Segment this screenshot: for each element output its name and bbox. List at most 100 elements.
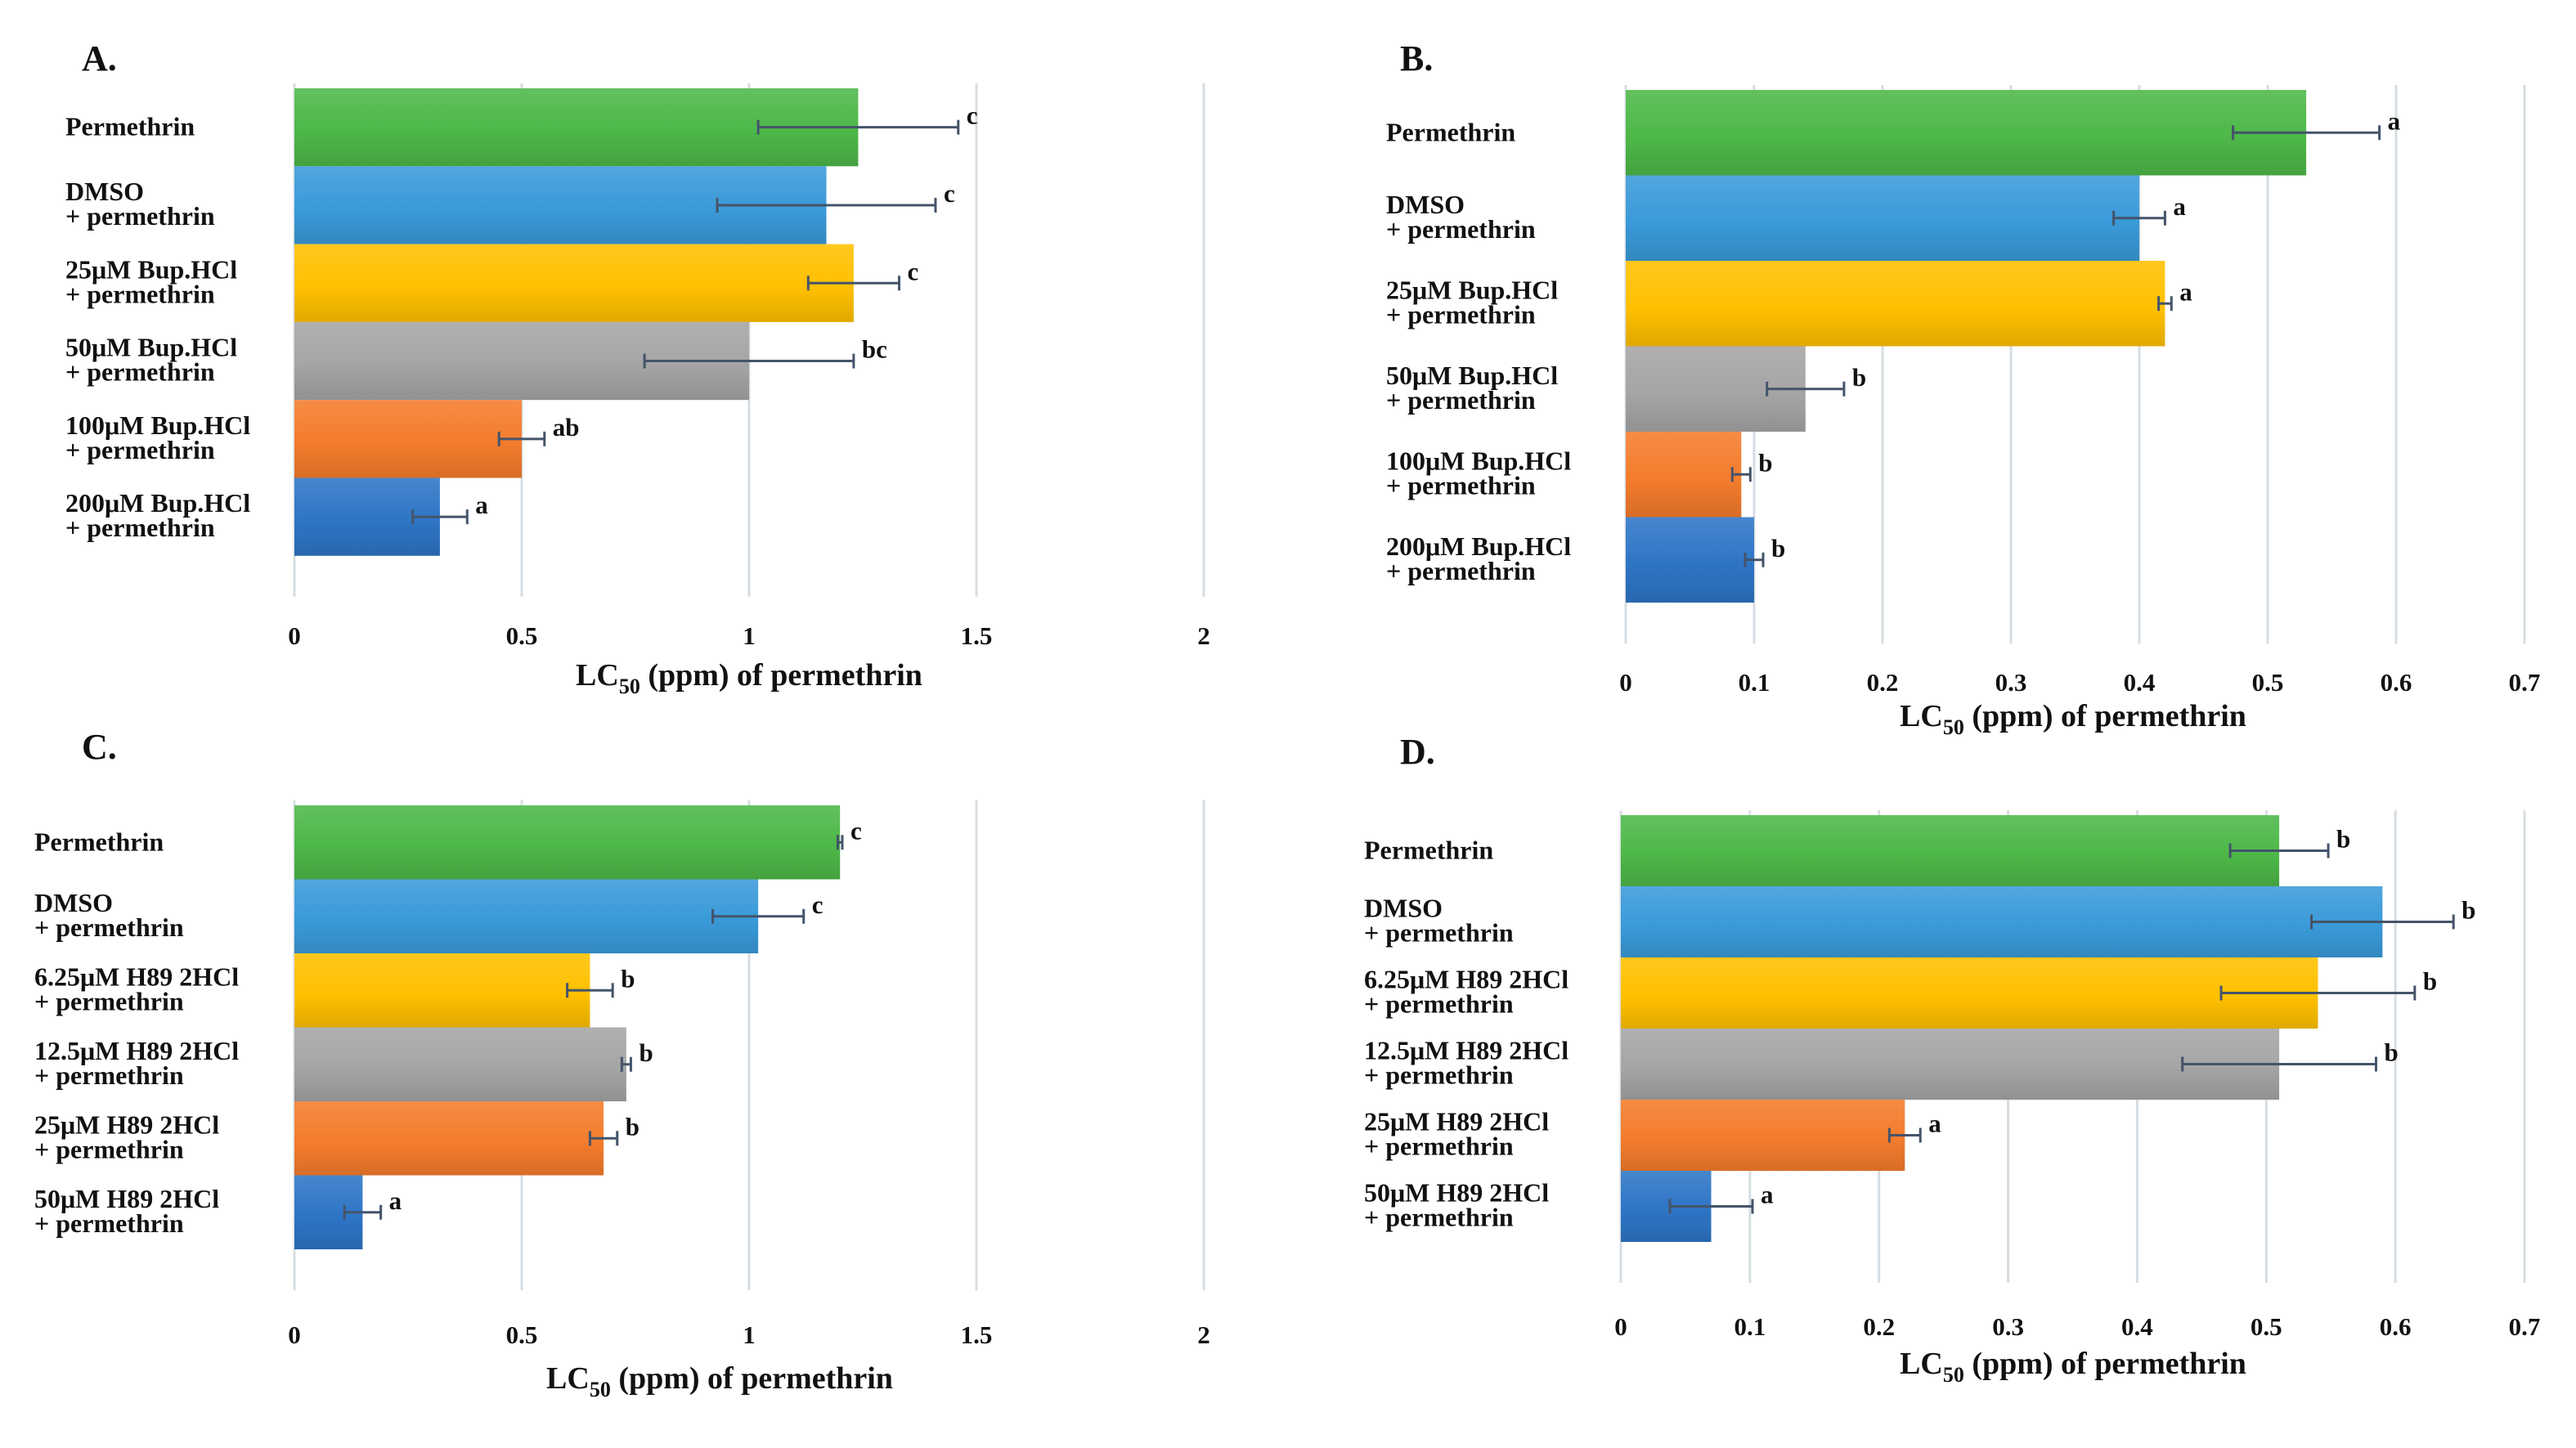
category-label: 25μM H89 2HCl + permethrin (1364, 1107, 1549, 1161)
significance-label: a (2388, 106, 2401, 135)
x-tick-label: 0.3 (1992, 1312, 2024, 1341)
x-tick-label: 0.2 (1863, 1312, 1895, 1341)
x-tick-label: 0.1 (1734, 1312, 1766, 1341)
significance-label: b (639, 1038, 653, 1067)
category-label: 12.5μM H89 2HCl + permethrin (1364, 1036, 1568, 1090)
category-label: 25μM H89 2HCl + permethrin (34, 1110, 219, 1163)
category-label: DMSO + permethrin (1386, 190, 1536, 244)
x-axis-label: LC50 (ppm) of permethrin (1900, 699, 2246, 739)
x-tick-label: 0.4 (2124, 668, 2156, 697)
panel-b: B. a Permethrin a DMSO + permethrin a 25μM Bup.… (1386, 38, 2540, 739)
significance-label: b (2423, 967, 2437, 996)
bar (1626, 261, 2165, 347)
panel-c: C. c Permethrin c DMSO + permethrin b 6.25μM H8… (34, 727, 1210, 1401)
x-tick-label: 1.5 (961, 621, 993, 650)
category-label: 50μM H89 2HCl + permethrin (34, 1184, 219, 1238)
x-tick-label: 1 (743, 621, 756, 650)
bar (1626, 90, 2307, 176)
panel-label: C. (82, 727, 117, 767)
x-tick-label: 0.5 (506, 621, 538, 650)
category-label: 25μM Bup.HCl + permethrin (1386, 275, 1558, 329)
x-tick-label: 0.7 (2509, 668, 2541, 697)
panel-a: A. c Permethrin c DMSO + permethrin c 25μM Bup.… (65, 38, 1210, 698)
significance-label: c (944, 179, 955, 208)
category-label: 25μM Bup.HCl + permethrin (65, 254, 237, 308)
category-label: DMSO + permethrin (65, 177, 215, 231)
x-tick-label: 1.5 (961, 1320, 993, 1349)
significance-label: a (2179, 277, 2192, 306)
significance-label: b (2336, 825, 2350, 854)
x-tick-label: 2 (1197, 621, 1210, 650)
significance-label: a (475, 491, 488, 519)
category-label: 200μM Bup.HCl + permethrin (65, 488, 250, 542)
significance-label: b (626, 1112, 640, 1141)
bar (294, 805, 841, 880)
bar (1621, 1100, 1905, 1171)
x-tick-label: 0.5 (2251, 1312, 2282, 1341)
bar (294, 1101, 604, 1176)
bar (294, 879, 759, 953)
x-tick-label: 0.3 (1995, 668, 2027, 697)
significance-label: c (850, 816, 862, 845)
significance-label: b (2384, 1038, 2398, 1067)
category-label: 6.25μM H89 2HCl + permethrin (1364, 965, 1568, 1019)
x-tick-label: 0 (288, 1320, 301, 1349)
significance-label: c (907, 257, 918, 285)
x-tick-label: 0.4 (2121, 1312, 2153, 1341)
x-tick-label: 0.6 (2380, 1312, 2412, 1341)
category-label: Permethrin (1386, 117, 1515, 146)
x-tick-label: 0.5 (506, 1320, 538, 1349)
x-axis-label: LC50 (ppm) of permethrin (546, 1361, 893, 1401)
bar (294, 1027, 626, 1101)
significance-label: b (1771, 534, 1785, 563)
x-tick-label: 0 (1614, 1312, 1627, 1341)
category-label: DMSO + permethrin (1364, 894, 1514, 948)
significance-label: b (621, 964, 635, 993)
x-tick-label: 0.6 (2381, 668, 2412, 697)
bar (294, 953, 590, 1028)
x-tick-label: 0 (288, 621, 301, 650)
significance-label: a (389, 1186, 402, 1215)
bar (1626, 517, 1754, 603)
category-label: 50μM Bup.HCl + permethrin (1386, 361, 1558, 415)
panel-label: B. (1400, 38, 1433, 78)
x-tick-label: 0.1 (1739, 668, 1770, 697)
x-tick-label: 0 (1619, 668, 1632, 697)
significance-label: ab (553, 413, 580, 442)
category-label: Permethrin (34, 827, 164, 856)
x-tick-label: 2 (1197, 1320, 1210, 1349)
category-label: 50μM H89 2HCl + permethrin (1364, 1178, 1549, 1232)
x-tick-label: 1 (743, 1320, 756, 1349)
significance-label: a (1761, 1181, 1774, 1209)
significance-label: b (1758, 448, 1772, 477)
bar (1626, 175, 2139, 261)
x-axis-label: LC50 (ppm) of permethrin (576, 658, 922, 698)
significance-label: c (967, 101, 978, 130)
bar (1626, 432, 1742, 518)
category-label: DMSO + permethrin (34, 888, 184, 942)
bar (1621, 815, 2280, 886)
category-label: 12.5μM H89 2HCl + permethrin (34, 1036, 239, 1090)
x-tick-label: 0.7 (2509, 1312, 2541, 1341)
bar (1621, 1029, 2280, 1100)
significance-label: c (812, 890, 824, 919)
category-label: Permethrin (1364, 836, 1493, 865)
panel-d: D. b Permethrin b DMSO + permethrin b 6.25μM H8… (1364, 732, 2540, 1387)
category-label: 100μM Bup.HCl + permethrin (65, 410, 250, 464)
x-tick-label: 0.5 (2252, 668, 2284, 697)
significance-label: b (1852, 363, 1866, 392)
category-label: Permethrin (65, 112, 195, 141)
significance-label: a (1928, 1110, 1941, 1138)
significance-label: b (2462, 896, 2475, 925)
category-label: 50μM Bup.HCl + permethrin (65, 333, 237, 387)
x-axis-label: LC50 (ppm) of permethrin (1900, 1347, 2246, 1387)
panel-label: D. (1400, 732, 1435, 772)
category-label: 100μM Bup.HCl + permethrin (1386, 446, 1571, 500)
bar (294, 400, 522, 478)
bar (1621, 886, 2383, 957)
category-label: 200μM Bup.HCl + permethrin (1386, 531, 1571, 585)
bar (294, 244, 854, 322)
significance-label: a (2173, 192, 2186, 221)
significance-label: bc (862, 335, 887, 364)
